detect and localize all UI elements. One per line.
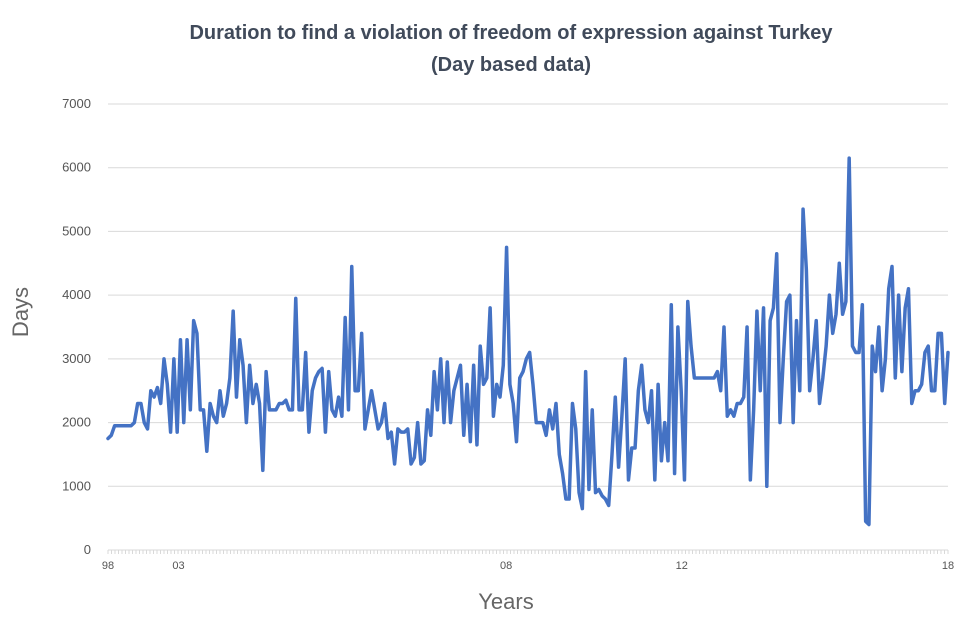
y-tick-label: 3000 bbox=[62, 351, 91, 366]
y-tick-label: 2000 bbox=[62, 415, 91, 430]
x-tick-label: 18 bbox=[942, 560, 954, 572]
x-axis-title: Years bbox=[478, 589, 533, 614]
x-axis bbox=[107, 549, 949, 554]
y-tick-label: 1000 bbox=[62, 478, 91, 493]
y-tick-label: 6000 bbox=[62, 160, 91, 175]
y-tick-label: 4000 bbox=[62, 287, 91, 302]
chart-subtitle: (Day based data) bbox=[430, 54, 592, 76]
series-line bbox=[106, 156, 950, 527]
y-tick-label: 5000 bbox=[62, 223, 91, 238]
x-axis-ticks: 98 03 08 12 18 bbox=[102, 560, 954, 572]
y-tick-label: 7000 bbox=[62, 96, 91, 111]
x-tick-label: 03 bbox=[172, 560, 184, 572]
x-tick-label: 08 bbox=[500, 560, 512, 572]
y-tick-label: 0 bbox=[84, 542, 91, 557]
y-axis-ticks: 0 1000 2000 3000 4000 5000 6000 7000 bbox=[62, 96, 91, 557]
chart-title: Duration to find a violation of freedom … bbox=[189, 22, 833, 44]
x-tick-label: 12 bbox=[676, 560, 688, 572]
gridlines bbox=[108, 103, 948, 487]
x-tick-label: 98 bbox=[102, 560, 114, 572]
y-axis-title: Days bbox=[8, 287, 33, 337]
series-group bbox=[106, 156, 950, 527]
